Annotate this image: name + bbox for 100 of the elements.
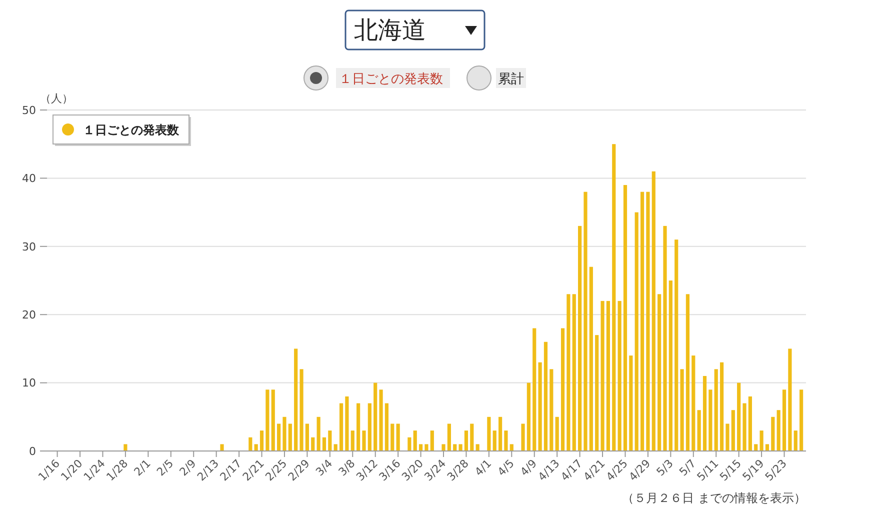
bar xyxy=(658,294,662,451)
bar xyxy=(504,430,508,451)
bar xyxy=(408,437,412,451)
bar xyxy=(771,416,775,451)
bar xyxy=(550,369,554,451)
bar xyxy=(492,430,496,451)
bar xyxy=(584,192,588,451)
bar xyxy=(555,416,559,451)
text: （５月２６日 までの情報を表示） xyxy=(622,491,806,505)
bar xyxy=(754,444,758,451)
bar xyxy=(521,424,525,451)
bar xyxy=(384,403,389,451)
bar xyxy=(396,424,400,451)
bar xyxy=(430,430,434,451)
bar xyxy=(606,300,610,451)
bar xyxy=(362,430,366,451)
x-tick-label: 3/4 xyxy=(313,456,336,479)
bar xyxy=(453,444,457,451)
bar xyxy=(595,335,599,451)
bar xyxy=(731,410,735,451)
chart-title: 北海道 xyxy=(354,16,426,44)
bar xyxy=(300,369,304,451)
bar xyxy=(560,328,565,451)
bar xyxy=(702,376,707,451)
bar xyxy=(600,300,604,451)
bar xyxy=(276,424,281,451)
bar xyxy=(566,294,570,451)
bar xyxy=(322,437,326,451)
y-tick-label: 30 xyxy=(22,240,36,254)
bar xyxy=(623,185,628,451)
bar xyxy=(708,390,712,451)
x-tick-label: 5/3 xyxy=(654,456,676,479)
bar xyxy=(356,403,360,451)
bar xyxy=(782,390,786,451)
bar xyxy=(424,444,428,451)
bar xyxy=(668,280,672,451)
bar xyxy=(714,369,718,451)
bar xyxy=(742,403,746,451)
bar xyxy=(476,444,480,451)
bar xyxy=(526,382,530,451)
bar xyxy=(487,416,491,451)
bar xyxy=(266,390,270,451)
text: １日ごとの発表数 xyxy=(339,72,443,87)
y-tick-label: 10 xyxy=(22,376,36,390)
bar xyxy=(418,444,423,451)
bar xyxy=(544,342,548,451)
bar xyxy=(220,444,224,451)
x-tick-label: 2/5 xyxy=(154,456,176,479)
bar xyxy=(390,424,394,451)
bar xyxy=(288,424,292,451)
bar xyxy=(345,396,349,451)
bar xyxy=(720,362,724,451)
bar xyxy=(334,444,338,451)
bar xyxy=(737,382,741,451)
bar xyxy=(652,171,656,451)
bar xyxy=(663,226,667,451)
bar xyxy=(379,390,383,451)
bar xyxy=(458,444,462,451)
bar xyxy=(629,356,633,451)
bar xyxy=(532,328,536,451)
y-tick-label: 50 xyxy=(22,104,36,117)
bar xyxy=(686,294,690,451)
bar xyxy=(339,403,344,451)
bar xyxy=(776,410,780,451)
bar xyxy=(442,444,446,451)
x-tick-label: 4/1 xyxy=(472,456,494,479)
bar xyxy=(794,430,798,451)
bar xyxy=(646,192,650,451)
bar xyxy=(271,390,275,451)
x-tick-label: 2/1 xyxy=(132,456,154,479)
x-tick-label: 4/9 xyxy=(518,456,540,479)
bar xyxy=(572,294,576,451)
bar xyxy=(578,226,582,451)
bar xyxy=(538,362,542,451)
x-tick-label: 4/5 xyxy=(495,456,517,479)
legend-label: １日ごとの発表数 xyxy=(83,123,180,137)
bar xyxy=(260,430,264,451)
bar xyxy=(470,424,474,451)
bar xyxy=(510,444,514,451)
bar xyxy=(328,430,332,451)
bar xyxy=(498,416,502,451)
y-tick-label: 20 xyxy=(22,308,36,322)
bar xyxy=(254,444,258,451)
y-axis-title: （人） xyxy=(40,92,73,105)
bar xyxy=(726,424,730,451)
bar xyxy=(350,430,354,451)
bar xyxy=(294,348,298,451)
bar xyxy=(692,356,696,451)
bar xyxy=(748,396,752,451)
bar xyxy=(589,266,593,451)
y-tick-label: 40 xyxy=(22,172,36,186)
bar xyxy=(464,430,468,451)
bar xyxy=(316,416,320,451)
bar xyxy=(800,390,804,451)
bar xyxy=(612,144,616,451)
bar xyxy=(765,444,770,451)
bar xyxy=(788,348,792,451)
bar xyxy=(413,430,417,451)
bar xyxy=(124,444,128,451)
bar xyxy=(282,416,286,451)
